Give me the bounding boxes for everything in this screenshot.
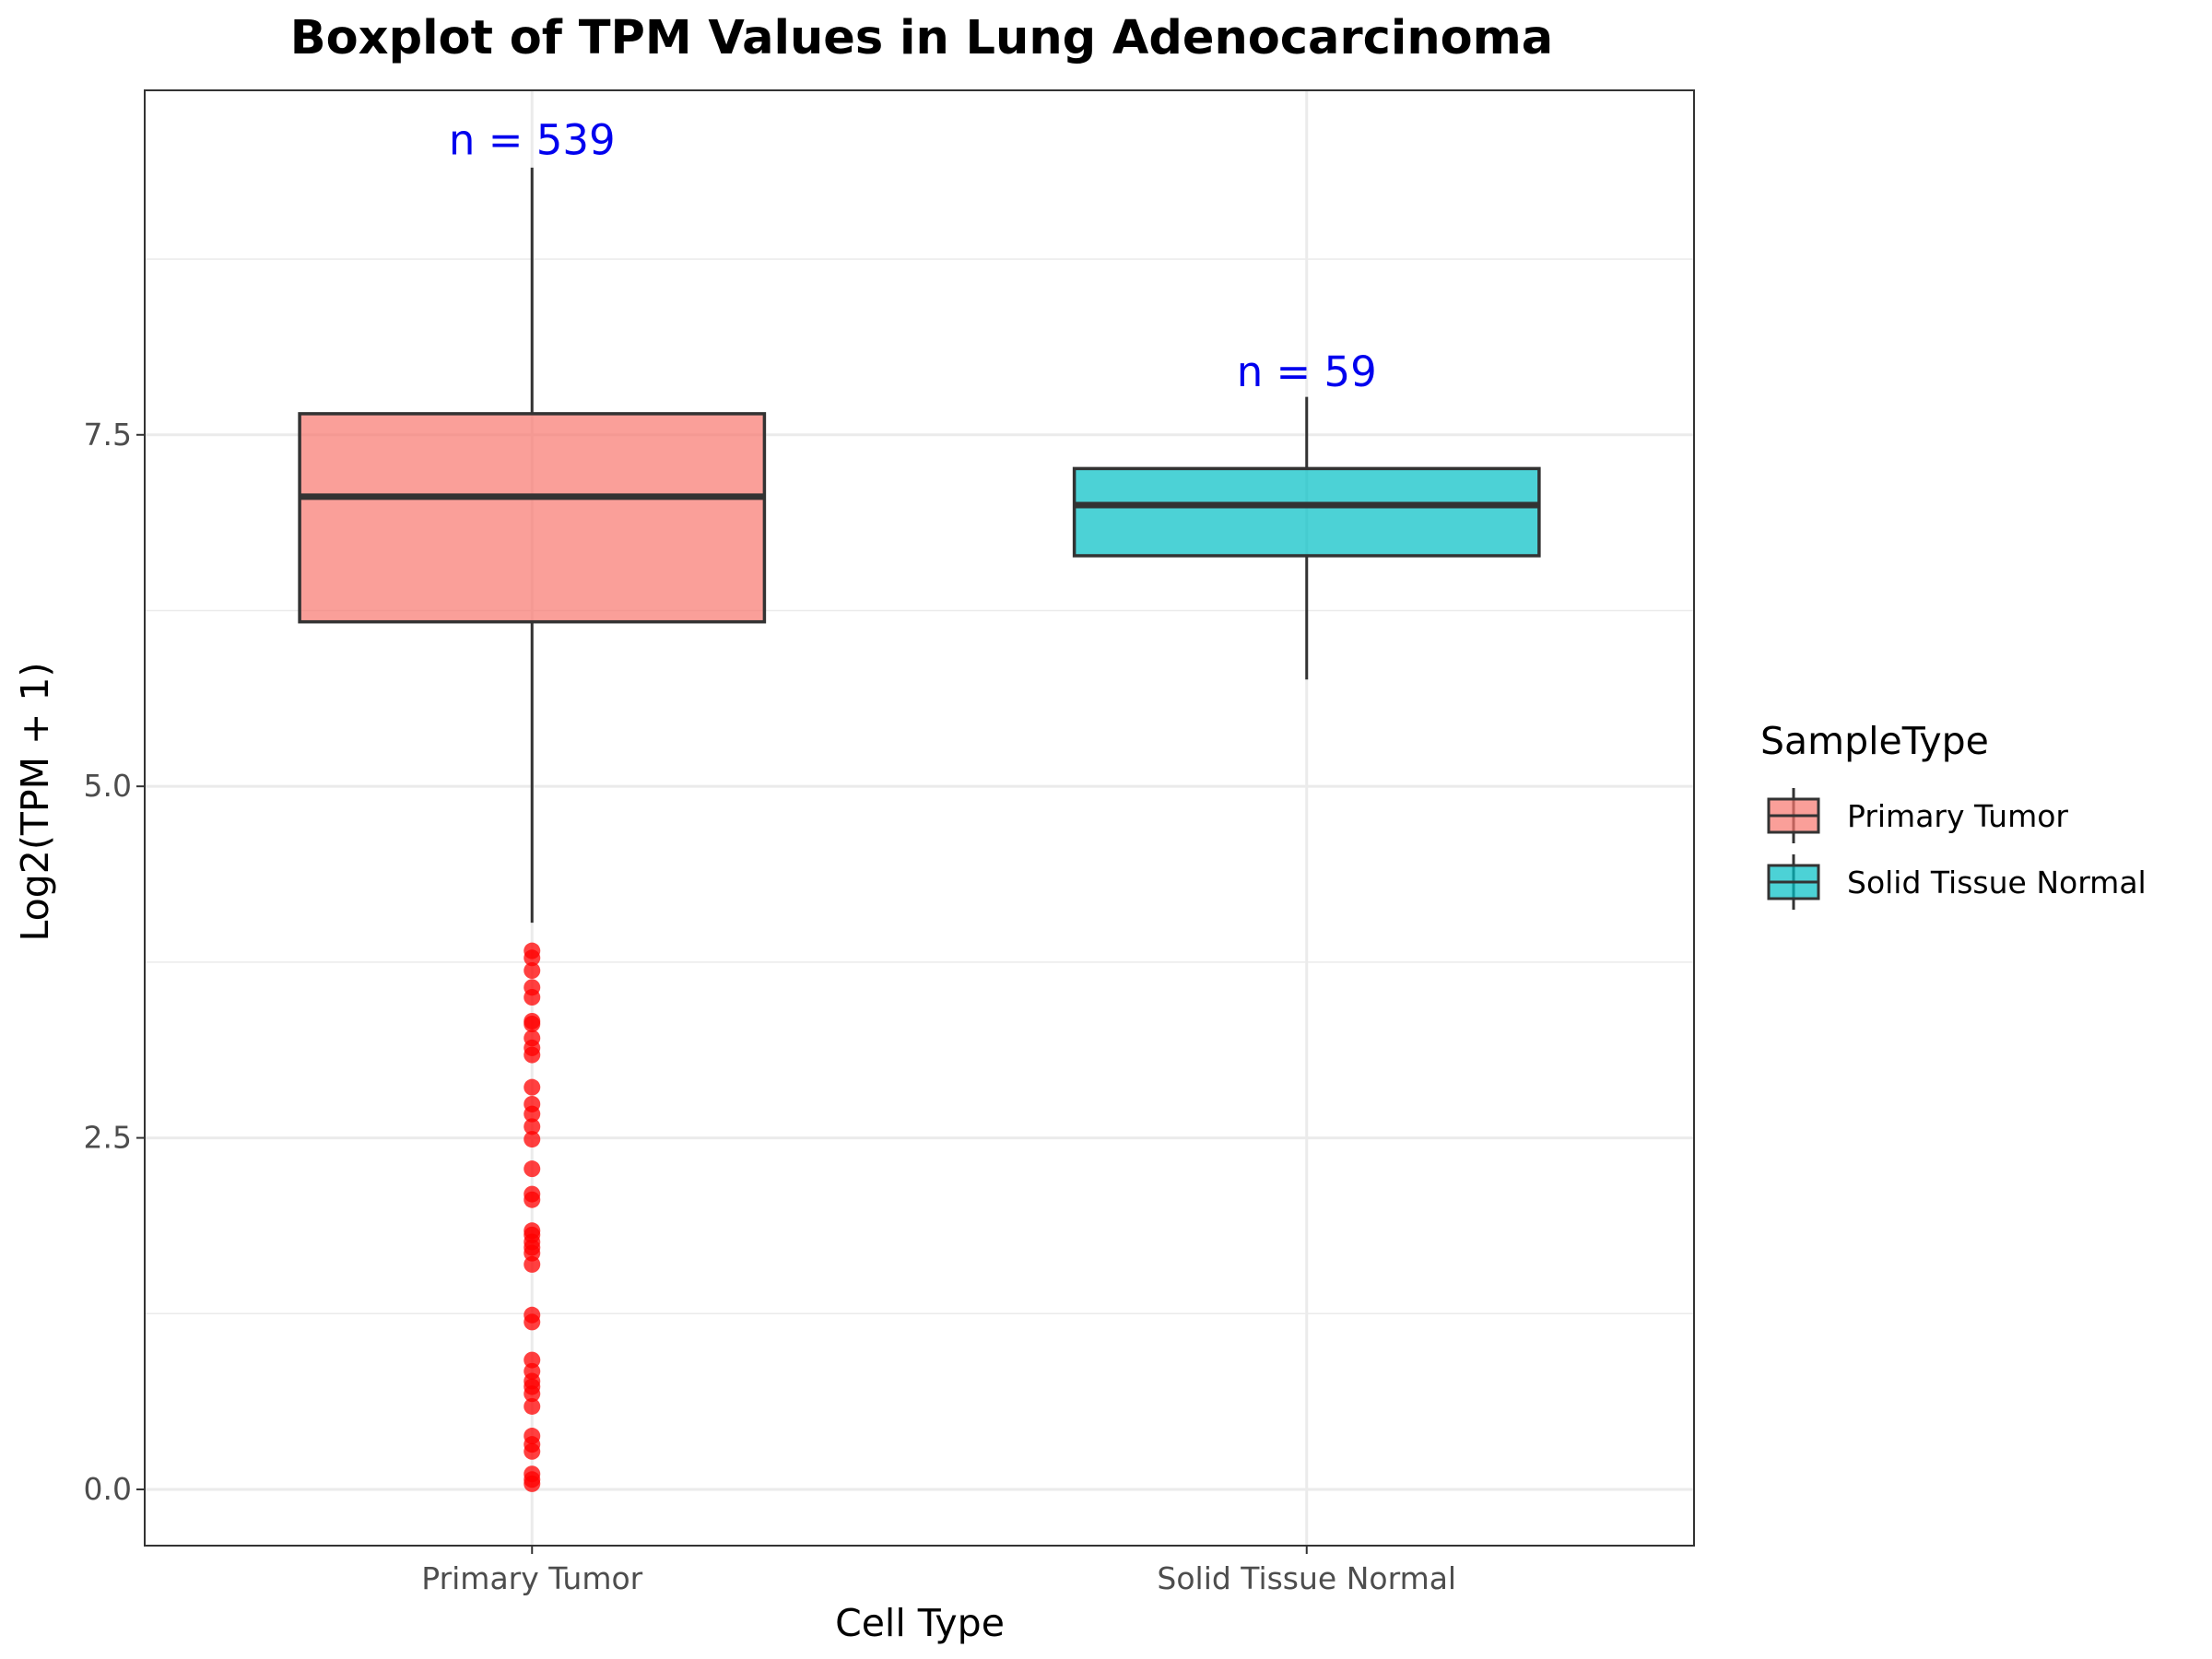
box-iqr: [298, 412, 767, 624]
box-2: [1072, 396, 1541, 680]
x-axis-ticks: Primary Tumor Solid Tissue Normal: [421, 1546, 1456, 1596]
x-tick-label: Solid Tissue Normal: [1157, 1560, 1456, 1596]
y-tick-label: 2.5: [84, 1120, 132, 1156]
outlier-point: [524, 1046, 541, 1064]
x-axis-title: Cell Type: [835, 1601, 1005, 1645]
outlier-point: [524, 989, 541, 1006]
outlier-point: [524, 1442, 541, 1460]
outlier-point: [524, 1475, 541, 1492]
x-tick-label: Primary Tumor: [421, 1560, 642, 1596]
legend: SampleType Primary Tumor Solid Tissue Nor…: [1760, 719, 2147, 910]
outlier-point: [524, 1397, 541, 1415]
outlier-point: [524, 962, 541, 980]
box-1: [298, 167, 767, 924]
outlier-point: [524, 1313, 541, 1331]
outlier-point: [524, 1118, 541, 1135]
y-tick-label: 5.0: [84, 768, 132, 804]
outlier-layer: [524, 942, 541, 1492]
outlier-point: [524, 1385, 541, 1403]
legend-entry: Solid Tissue Normal: [1767, 854, 2147, 910]
box-iqr: [1072, 466, 1541, 558]
legend-title: SampleType: [1760, 719, 1989, 763]
box-layer: [298, 167, 1541, 924]
outlier-point: [524, 1131, 541, 1148]
outlier-point: [524, 1160, 541, 1178]
legend-label: Solid Tissue Normal: [1847, 865, 2147, 900]
y-axis-ticks: 0.0 2.5 5.0 7.5: [84, 417, 145, 1507]
legend-label: Primary Tumor: [1847, 798, 2068, 834]
legend-entry: Primary Tumor: [1767, 788, 2068, 843]
outlier-point: [524, 1016, 541, 1033]
outlier-point: [524, 1191, 541, 1208]
outlier-point: [524, 1105, 541, 1123]
plot-panel-border: [144, 89, 1695, 1547]
outlier-point: [524, 1078, 541, 1096]
outlier-point: [524, 949, 541, 967]
outlier-point: [524, 1255, 541, 1273]
y-tick-label: 0.0: [84, 1471, 132, 1507]
chart-title: Boxplot of TPM Values in Lung Adenocarci…: [290, 11, 1553, 65]
y-axis-title: Log2(TPM + 1): [13, 663, 57, 942]
n-count-label: n = 539: [449, 115, 616, 164]
n-label-layer: n = 539 n = 59: [449, 115, 1377, 396]
y-tick-label: 7.5: [84, 417, 132, 453]
n-count-label: n = 59: [1237, 347, 1377, 396]
grid-lines: [145, 90, 1694, 1546]
